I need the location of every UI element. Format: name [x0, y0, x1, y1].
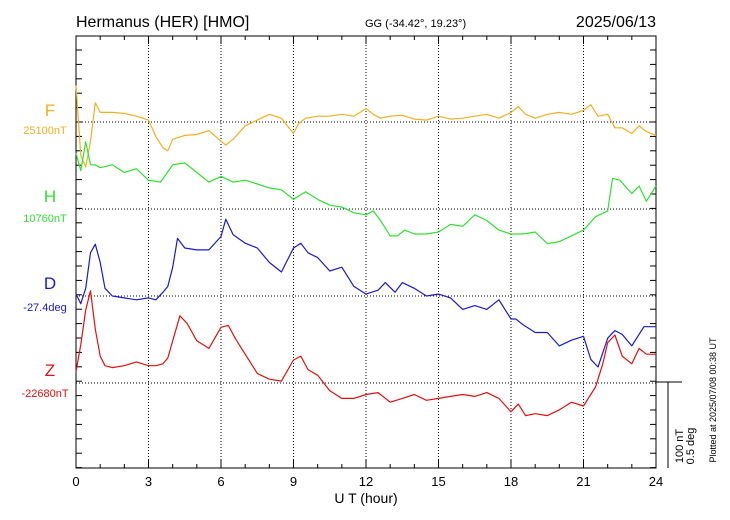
x-tick-label: 12	[359, 474, 373, 489]
series-line-z	[75, 290, 656, 417]
x-tick-label: 24	[649, 474, 663, 489]
x-tick-label: 9	[290, 474, 297, 489]
plot-date: 2025/06/13	[576, 14, 656, 31]
grid-lines	[76, 36, 656, 468]
scale-bar: 100 nT 0.5 deg	[656, 381, 697, 468]
x-axis-label: U T (hour)	[334, 490, 397, 506]
plotted-timestamp: Plotted at 2025/07/08 00:38 UT	[708, 337, 718, 463]
series-lines	[75, 85, 657, 417]
series-baseline-z: -22680nT	[21, 388, 68, 400]
series-labels: F 25100nT H 10760nT D -27.4deg Z -22680nT	[21, 101, 68, 400]
series-baseline-d: -27.4deg	[23, 302, 66, 314]
series-baseline-f: 25100nT	[23, 125, 67, 137]
series-line-h	[75, 141, 657, 245]
tick-marks	[75, 36, 657, 469]
x-tick-label: 3	[145, 474, 152, 489]
x-tick-label: 21	[576, 474, 590, 489]
series-line-f	[75, 85, 657, 168]
x-tick-label: 6	[217, 474, 224, 489]
station-title: Hermanus (HER) [HMO]	[76, 14, 249, 31]
x-tick-label: 18	[504, 474, 518, 489]
series-name-h: H	[44, 187, 56, 206]
scale-bar-label-deg: 0.5 deg	[685, 428, 697, 465]
series-name-f: F	[45, 101, 55, 120]
station-coordinates: GG (-34.42°, 19.23°)	[365, 18, 466, 30]
x-tick-label: 0	[72, 474, 79, 489]
series-baseline-h: 10760nT	[23, 213, 67, 225]
series-name-d: D	[44, 274, 56, 293]
x-tick-label: 15	[431, 474, 445, 489]
series-line-d	[75, 218, 656, 368]
series-name-z: Z	[45, 361, 55, 380]
scale-bar-label-nt: 100 nT	[674, 429, 686, 464]
x-tick-labels: 0 3 6 9 12 15 18 21 24	[72, 474, 663, 489]
